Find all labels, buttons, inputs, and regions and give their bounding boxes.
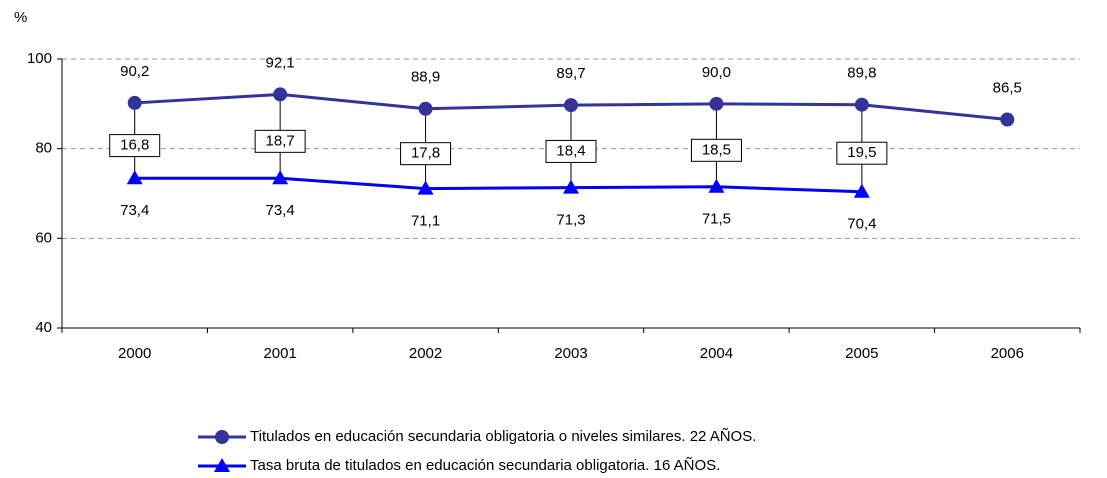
data-point xyxy=(853,183,870,198)
data-label: 90,0 xyxy=(702,64,731,81)
legend-label: Titulados en educación secundaria obliga… xyxy=(250,428,756,445)
x-tick-label: 2003 xyxy=(554,345,587,362)
x-tick-label: 2004 xyxy=(700,345,733,362)
legend-label: Tasa bruta de titulados en educación sec… xyxy=(250,457,720,474)
data-point xyxy=(563,179,579,194)
difference-label: 17,8 xyxy=(411,145,440,162)
y-tick-label: 40 xyxy=(35,319,52,336)
x-tick-label: 2006 xyxy=(991,345,1024,362)
difference-box xyxy=(836,141,888,165)
data-label: 71,5 xyxy=(702,211,731,228)
y-tick-label: 100 xyxy=(27,50,52,67)
difference-box xyxy=(254,129,306,153)
data-label: 73,4 xyxy=(266,202,295,219)
data-label: 92,1 xyxy=(266,54,295,71)
data-label: 88,9 xyxy=(411,69,440,86)
data-label: 70,4 xyxy=(847,216,876,233)
x-tick-label: 2000 xyxy=(118,345,151,362)
data-label: 89,7 xyxy=(556,65,585,82)
x-tick-label: 2005 xyxy=(845,345,878,362)
data-label: 86,5 xyxy=(993,79,1022,96)
difference-label: 19,5 xyxy=(847,144,876,161)
difference-label: 18,5 xyxy=(702,141,731,158)
y-tick-label: 80 xyxy=(35,140,52,157)
difference-box xyxy=(545,139,597,163)
data-point xyxy=(127,95,142,110)
legend-marker xyxy=(215,430,229,444)
legend-marker xyxy=(214,458,230,472)
series-line xyxy=(134,176,862,194)
data-point xyxy=(272,170,289,185)
data-point xyxy=(1000,112,1015,127)
difference-label: 18,7 xyxy=(266,132,295,149)
x-tick-label: 2001 xyxy=(263,345,296,362)
data-label: 71,3 xyxy=(556,212,585,229)
y-tick-label: 60 xyxy=(35,229,52,246)
data-point xyxy=(417,180,434,195)
data-label: 71,1 xyxy=(411,213,440,230)
difference-box xyxy=(109,134,161,158)
data-point xyxy=(126,170,143,185)
difference-label: 16,8 xyxy=(120,137,149,154)
x-tick-label: 2002 xyxy=(409,345,442,362)
data-point xyxy=(564,98,578,113)
data-point xyxy=(418,101,433,116)
data-label: 73,4 xyxy=(120,202,149,219)
data-label: 89,8 xyxy=(847,65,876,82)
data-point xyxy=(273,87,288,102)
y-axis-label: % xyxy=(14,9,27,26)
difference-box xyxy=(690,138,742,162)
data-point xyxy=(854,97,869,112)
difference-label: 18,4 xyxy=(556,142,585,159)
data-point xyxy=(708,178,725,193)
difference-box xyxy=(400,142,452,166)
data-label: 90,2 xyxy=(120,63,149,80)
data-point xyxy=(709,96,724,111)
